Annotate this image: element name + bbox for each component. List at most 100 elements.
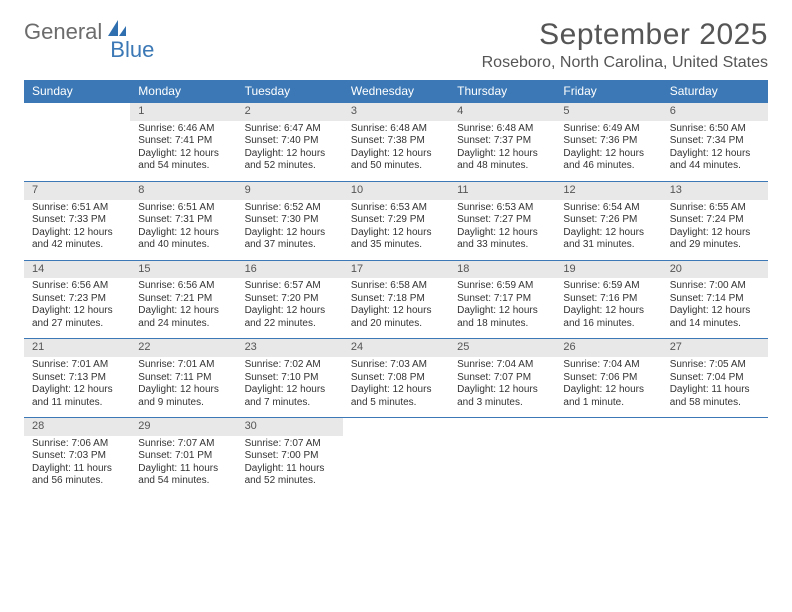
daylight-text: Daylight: 12 hours (563, 148, 653, 161)
daylight-text: and 22 minutes. (245, 318, 335, 331)
day-detail-cell: Sunrise: 7:04 AMSunset: 7:07 PMDaylight:… (449, 357, 555, 418)
daylight-text: Daylight: 12 hours (670, 305, 760, 318)
daylight-text: and 11 minutes. (32, 397, 122, 410)
sunset-text: Sunset: 7:00 PM (245, 450, 335, 463)
day-number-cell: 1 (130, 103, 236, 121)
sunset-text: Sunset: 7:07 PM (457, 372, 547, 385)
daylight-text: Daylight: 12 hours (138, 148, 228, 161)
sunrise-text: Sunrise: 7:02 AM (245, 359, 335, 372)
day-detail-cell: Sunrise: 7:01 AMSunset: 7:11 PMDaylight:… (130, 357, 236, 418)
day-number-row: 21222324252627 (24, 339, 768, 357)
daylight-text: Daylight: 12 hours (32, 384, 122, 397)
day-number-cell: 10 (343, 181, 449, 199)
daylight-text: and 18 minutes. (457, 318, 547, 331)
daylight-text: Daylight: 12 hours (351, 148, 441, 161)
day-detail-row: Sunrise: 7:01 AMSunset: 7:13 PMDaylight:… (24, 357, 768, 418)
day-number-cell: 23 (237, 339, 343, 357)
logo-word-2: Blue (110, 37, 154, 63)
daylight-text: and 29 minutes. (670, 239, 760, 252)
sunrise-text: Sunrise: 7:01 AM (32, 359, 122, 372)
day-number-cell (343, 418, 449, 436)
sunrise-text: Sunrise: 6:46 AM (138, 123, 228, 136)
daylight-text: and 27 minutes. (32, 318, 122, 331)
daylight-text: and 40 minutes. (138, 239, 228, 252)
day-number-cell: 15 (130, 260, 236, 278)
sunrise-text: Sunrise: 6:53 AM (351, 202, 441, 215)
day-detail-cell: Sunrise: 6:46 AMSunset: 7:41 PMDaylight:… (130, 121, 236, 182)
sunset-text: Sunset: 7:23 PM (32, 293, 122, 306)
day-number-cell: 14 (24, 260, 130, 278)
day-number-cell: 2 (237, 103, 343, 121)
day-number-cell: 16 (237, 260, 343, 278)
daylight-text: Daylight: 12 hours (670, 148, 760, 161)
day-detail-cell: Sunrise: 6:48 AMSunset: 7:37 PMDaylight:… (449, 121, 555, 182)
daylight-text: Daylight: 12 hours (351, 227, 441, 240)
day-detail-cell: Sunrise: 7:04 AMSunset: 7:06 PMDaylight:… (555, 357, 661, 418)
day-number-row: 123456 (24, 103, 768, 121)
day-number-cell: 8 (130, 181, 236, 199)
sunset-text: Sunset: 7:34 PM (670, 135, 760, 148)
daylight-text: Daylight: 12 hours (32, 227, 122, 240)
sunset-text: Sunset: 7:24 PM (670, 214, 760, 227)
day-number-cell: 28 (24, 418, 130, 436)
daylight-text: and 48 minutes. (457, 160, 547, 173)
daylight-text: and 7 minutes. (245, 397, 335, 410)
sunrise-text: Sunrise: 7:04 AM (457, 359, 547, 372)
day-detail-cell (449, 436, 555, 496)
daylight-text: and 24 minutes. (138, 318, 228, 331)
day-number-cell (662, 418, 768, 436)
sunrise-text: Sunrise: 6:57 AM (245, 280, 335, 293)
day-number-cell: 29 (130, 418, 236, 436)
day-number-row: 282930 (24, 418, 768, 436)
weekday-header: Friday (555, 80, 661, 103)
day-detail-cell: Sunrise: 7:03 AMSunset: 7:08 PMDaylight:… (343, 357, 449, 418)
daylight-text: and 16 minutes. (563, 318, 653, 331)
sunrise-text: Sunrise: 6:49 AM (563, 123, 653, 136)
daylight-text: and 5 minutes. (351, 397, 441, 410)
logo-word-1: General (24, 19, 102, 45)
weekday-header: Monday (130, 80, 236, 103)
day-detail-cell: Sunrise: 7:05 AMSunset: 7:04 PMDaylight:… (662, 357, 768, 418)
day-detail-cell (662, 436, 768, 496)
daylight-text: Daylight: 12 hours (670, 227, 760, 240)
sunrise-text: Sunrise: 6:48 AM (351, 123, 441, 136)
day-detail-cell: Sunrise: 6:59 AMSunset: 7:17 PMDaylight:… (449, 278, 555, 339)
day-number-cell: 3 (343, 103, 449, 121)
day-detail-cell: Sunrise: 7:07 AMSunset: 7:00 PMDaylight:… (237, 436, 343, 496)
daylight-text: and 46 minutes. (563, 160, 653, 173)
sunrise-text: Sunrise: 6:53 AM (457, 202, 547, 215)
sunrise-text: Sunrise: 6:50 AM (670, 123, 760, 136)
daylight-text: and 52 minutes. (245, 160, 335, 173)
day-number-cell (24, 103, 130, 121)
sunset-text: Sunset: 7:06 PM (563, 372, 653, 385)
daylight-text: and 52 minutes. (245, 475, 335, 488)
day-detail-row: Sunrise: 6:56 AMSunset: 7:23 PMDaylight:… (24, 278, 768, 339)
sunrise-text: Sunrise: 6:56 AM (32, 280, 122, 293)
day-number-row: 14151617181920 (24, 260, 768, 278)
daylight-text: Daylight: 12 hours (457, 148, 547, 161)
day-number-cell: 26 (555, 339, 661, 357)
sunset-text: Sunset: 7:30 PM (245, 214, 335, 227)
sunrise-text: Sunrise: 7:04 AM (563, 359, 653, 372)
daylight-text: Daylight: 11 hours (32, 463, 122, 476)
day-number-cell: 13 (662, 181, 768, 199)
day-number-cell: 30 (237, 418, 343, 436)
daylight-text: Daylight: 12 hours (245, 384, 335, 397)
sunset-text: Sunset: 7:36 PM (563, 135, 653, 148)
sunrise-text: Sunrise: 6:56 AM (138, 280, 228, 293)
daylight-text: Daylight: 12 hours (32, 305, 122, 318)
sunset-text: Sunset: 7:33 PM (32, 214, 122, 227)
daylight-text: and 56 minutes. (32, 475, 122, 488)
daylight-text: Daylight: 11 hours (138, 463, 228, 476)
day-number-cell (555, 418, 661, 436)
daylight-text: Daylight: 12 hours (138, 227, 228, 240)
day-detail-cell: Sunrise: 6:51 AMSunset: 7:33 PMDaylight:… (24, 200, 130, 261)
daylight-text: Daylight: 12 hours (351, 305, 441, 318)
calendar-table: Sunday Monday Tuesday Wednesday Thursday… (24, 80, 768, 496)
daylight-text: and 35 minutes. (351, 239, 441, 252)
page-title: September 2025 (482, 18, 768, 52)
day-number-cell: 17 (343, 260, 449, 278)
daylight-text: Daylight: 12 hours (245, 227, 335, 240)
sunrise-text: Sunrise: 7:01 AM (138, 359, 228, 372)
sunrise-text: Sunrise: 6:51 AM (32, 202, 122, 215)
